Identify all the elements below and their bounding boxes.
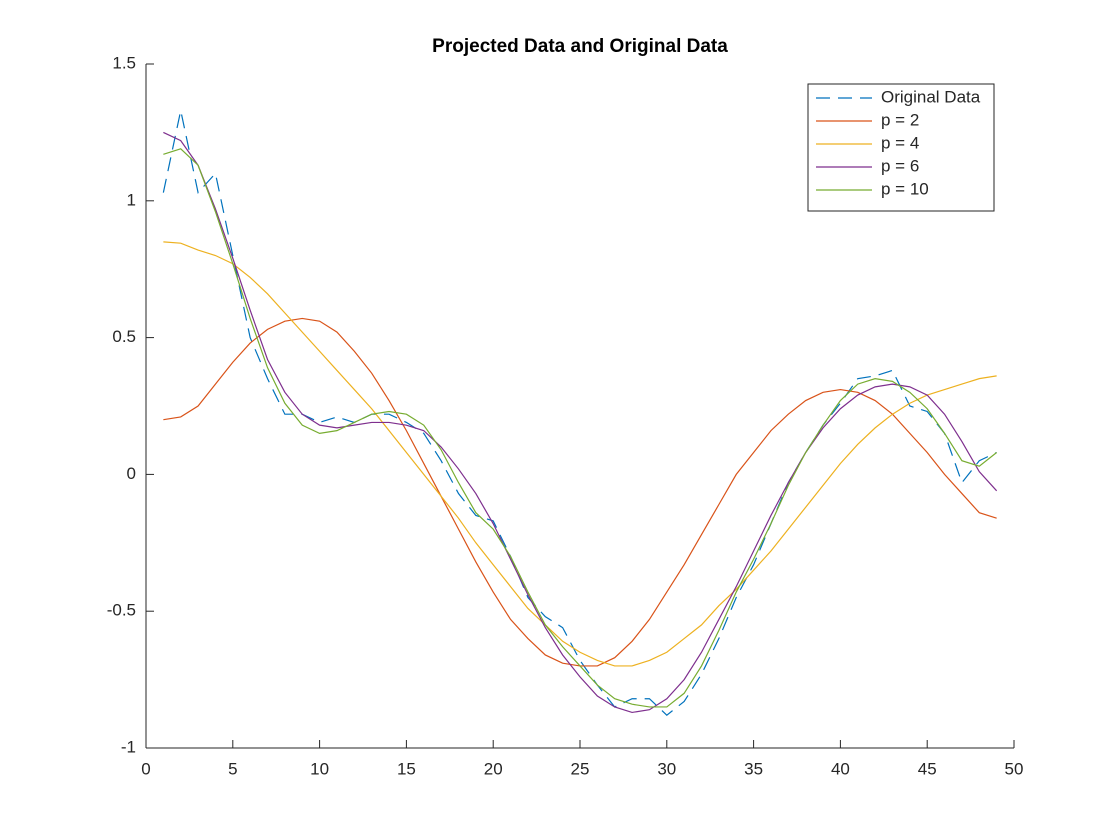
x-tick-label: 40 xyxy=(831,759,850,778)
x-tick-label: 30 xyxy=(657,759,676,778)
x-tick-label: 20 xyxy=(484,759,503,778)
x-tick-label: 35 xyxy=(744,759,763,778)
legend-label: Original Data xyxy=(881,87,981,106)
y-tick-label: 0 xyxy=(127,464,136,483)
y-tick-label: -1 xyxy=(121,737,136,756)
legend-label: p = 10 xyxy=(881,179,929,198)
data-line xyxy=(163,317,997,667)
x-tick-label: 45 xyxy=(918,759,937,778)
y-tick-label: -0.5 xyxy=(107,601,136,620)
x-tick-label: 5 xyxy=(228,759,237,778)
legend: Original Data p = 2 p = 4 p = 6 p = 10 xyxy=(807,83,995,212)
legend-label: p = 6 xyxy=(881,156,919,175)
chart-title: Projected Data and Original Data xyxy=(432,36,728,57)
x-tick-label: 25 xyxy=(571,759,590,778)
legend-label: p = 4 xyxy=(881,133,919,152)
data-line xyxy=(163,241,997,667)
y-tick-label: 1.5 xyxy=(112,53,136,72)
x-tick-label: 50 xyxy=(1005,759,1024,778)
x-tick-label: 15 xyxy=(397,759,416,778)
y-tick-label: 0.5 xyxy=(112,327,136,346)
legend-label: p = 2 xyxy=(881,110,919,129)
data-line xyxy=(163,131,998,714)
data-line xyxy=(163,148,998,708)
x-tick-label: 0 xyxy=(141,759,150,778)
y-tick-label: 1 xyxy=(127,190,136,209)
x-tick-label: 10 xyxy=(310,759,329,778)
